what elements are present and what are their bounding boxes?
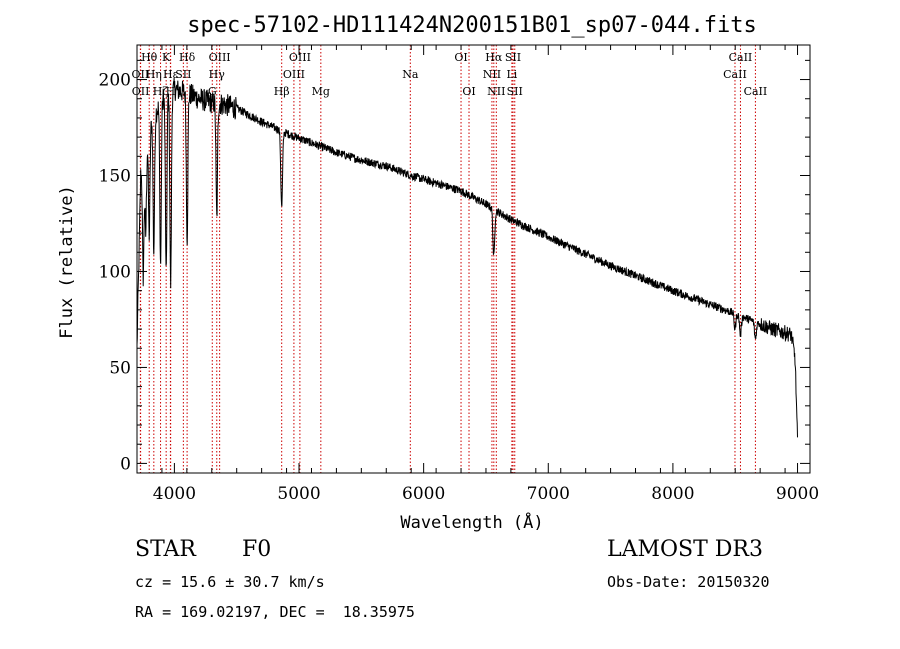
plot-frame bbox=[136, 44, 811, 474]
line-label-23: SII bbox=[505, 51, 521, 64]
y-tick-label: 200 bbox=[99, 71, 131, 91]
line-label-15: Hβ bbox=[274, 85, 290, 98]
line-label-8: Hδ bbox=[179, 51, 196, 64]
x-tick-label: 4000 bbox=[153, 484, 196, 504]
line-label-6: Hε bbox=[163, 68, 179, 81]
object-class: STAR bbox=[135, 537, 196, 562]
observation-date: Obs-Date: 20150320 bbox=[607, 573, 770, 591]
y-axis-ticks: 0 50 100 150 200 bbox=[99, 59, 810, 474]
line-label-3: Hη bbox=[146, 68, 162, 81]
x-tick-label: 7000 bbox=[527, 484, 570, 504]
line-label-28: CaII bbox=[744, 85, 768, 98]
line-label-11: Hγ bbox=[209, 68, 226, 81]
survey-name: LAMOST DR3 bbox=[607, 537, 763, 562]
line-label-14: OIII bbox=[283, 68, 305, 81]
y-tick-label: 0 bbox=[120, 454, 131, 474]
coordinates: RA = 169.02197, DEC = 18.35975 bbox=[135, 603, 415, 621]
line-label-26: CaII bbox=[729, 51, 753, 64]
x-tick-label: 8000 bbox=[651, 484, 694, 504]
line-label-12: G bbox=[208, 85, 217, 98]
line-label-2: OII bbox=[132, 85, 150, 98]
line-label-20: Hα bbox=[485, 51, 503, 64]
x-tick-label: 5000 bbox=[277, 484, 320, 504]
line-label-21: NII bbox=[483, 68, 501, 81]
line-label-1: OII bbox=[132, 68, 150, 81]
x-tick-label: 9000 bbox=[776, 484, 819, 504]
spectral-line-markers bbox=[139, 45, 756, 473]
line-label-22: NII bbox=[487, 85, 505, 98]
line-label-4: Hζ bbox=[153, 85, 169, 98]
line-label-18: OI bbox=[454, 51, 467, 64]
object-subclass: F0 bbox=[242, 537, 272, 562]
line-label-19: OI bbox=[462, 85, 475, 98]
line-label-13: OIII bbox=[289, 51, 311, 64]
x-axis-ticks: 4000 5000 6000 7000 8000 9000 bbox=[136, 45, 819, 504]
line-label-9: SII bbox=[175, 68, 191, 81]
y-axis-label: Flux (relative) bbox=[57, 185, 77, 339]
line-label-25: SII bbox=[507, 85, 523, 98]
line-label-17: Na bbox=[402, 68, 419, 81]
x-axis-label: Wavelength (Å) bbox=[400, 511, 543, 533]
line-label-5: K bbox=[162, 51, 171, 64]
y-tick-label: 150 bbox=[99, 167, 131, 187]
line-label-0: Hθ bbox=[141, 51, 158, 64]
x-tick-label: 6000 bbox=[402, 484, 445, 504]
line-label-7: H bbox=[166, 85, 176, 98]
line-label-27: CaII bbox=[723, 68, 747, 81]
line-label-24: Li bbox=[506, 68, 517, 81]
line-label-16: Mg bbox=[312, 85, 330, 98]
y-tick-label: 50 bbox=[109, 358, 131, 378]
y-tick-label: 100 bbox=[99, 262, 131, 282]
spectrum-line bbox=[136, 77, 798, 438]
line-label-10: OIII bbox=[209, 51, 231, 64]
chart-title: spec-57102-HD111424N200151B01_sp07-044.f… bbox=[187, 13, 757, 38]
redshift-cz: cz = 15.6 ± 30.7 km/s bbox=[135, 573, 325, 591]
